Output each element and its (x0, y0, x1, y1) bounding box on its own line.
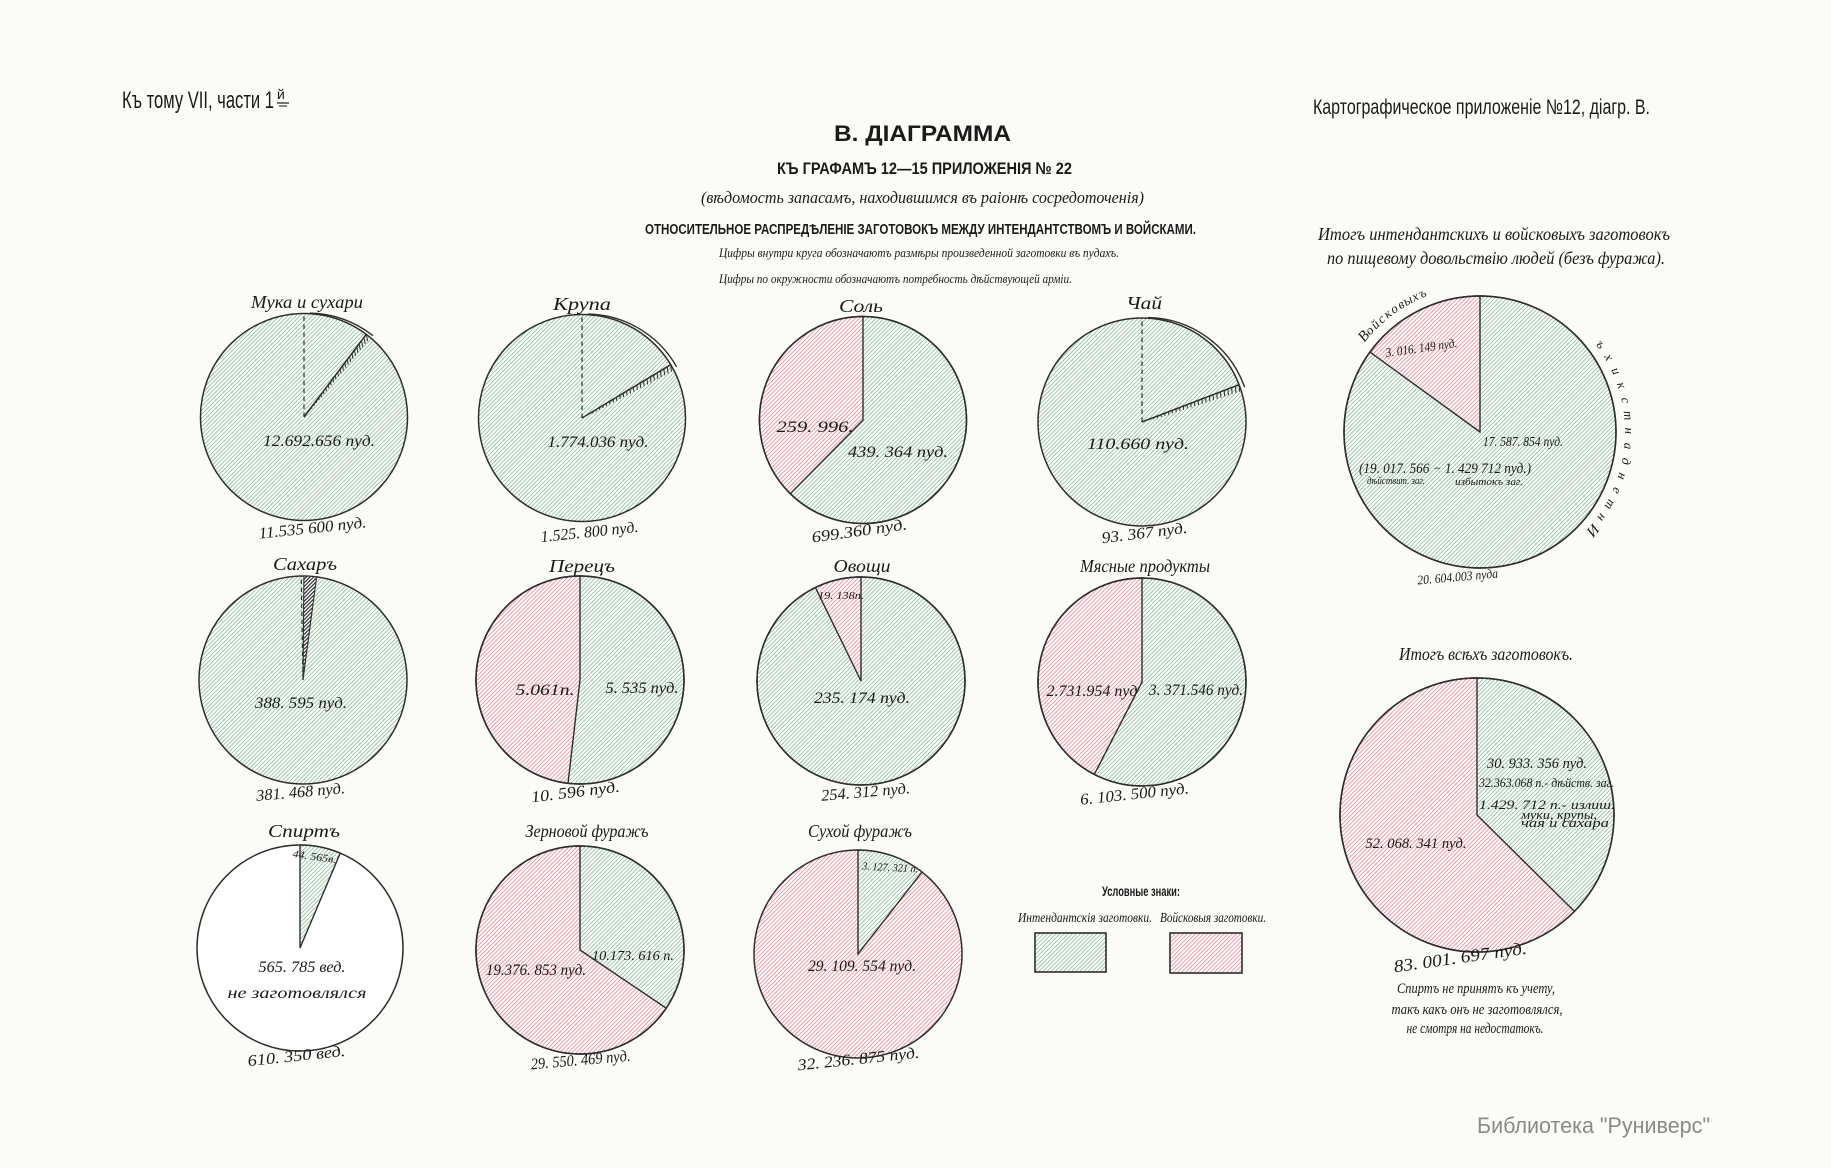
svg-text:Итогъ всѣхъ заготовокъ.: Итогъ всѣхъ заготовокъ. (1398, 644, 1573, 664)
svg-text:муки, крупы,: муки, крупы, (1520, 808, 1597, 822)
svg-text:439. 364 пуд.: 439. 364 пуд. (848, 444, 948, 461)
svg-text:Мука и сухари: Мука и сухари (250, 292, 363, 312)
svg-text:19. 138п.: 19. 138п. (818, 590, 864, 602)
svg-text:3. 371.546 пуд.: 3. 371.546 пуд. (1148, 682, 1243, 699)
svg-text:н: н (1622, 427, 1637, 434)
svg-text:29. 109. 554 пуд.: 29. 109. 554 пуд. (808, 958, 916, 975)
svg-text:259. 996.: 259. 996. (777, 419, 854, 436)
svg-text:1.429. 712 п.- излиш.: 1.429. 712 п.- излиш. (1479, 797, 1615, 812)
svg-text:Чай: Чай (1126, 293, 1162, 313)
svg-text:Спиртъ не принятъ къ учету,: Спиртъ не принятъ къ учету, (1397, 981, 1555, 997)
svg-text:52. 068. 341 пуд.: 52. 068. 341 пуд. (1366, 836, 1467, 852)
svg-text:235. 174 пуд.: 235. 174 пуд. (814, 690, 910, 707)
svg-text:Спиртъ: Спиртъ (268, 821, 340, 841)
svg-text:32.363.068 п.- дѣйств. заг.: 32.363.068 п.- дѣйств. заг. (1478, 775, 1614, 790)
svg-text:Мясные продукты: Мясные продукты (1079, 556, 1210, 576)
svg-text:Сухой фуражъ: Сухой фуражъ (808, 821, 912, 841)
svg-text:Библиотека "Руниверс": Библиотека "Руниверс" (1477, 1113, 1710, 1138)
svg-text:по пищевому довольствію людей: по пищевому довольствію людей (безъ фура… (1327, 248, 1665, 269)
svg-text:Къ тому VII, части 1: Къ тому VII, части 1 (122, 87, 274, 114)
svg-text:Цифры внутри круга обозначаютъ: Цифры внутри круга обозначаютъ размѣры п… (718, 245, 1119, 260)
svg-text:т: т (1621, 410, 1637, 421)
svg-text:Цифры по окружности обозначают: Цифры по окружности обозначаютъ потребно… (718, 271, 1072, 286)
svg-text:В. ДІАГРАММА: В. ДІАГРАММА (834, 121, 1011, 146)
svg-text:ОТНОСИТЕЛЬНОЕ РАСПРЕДѢЛЕНІЕ ЗА: ОТНОСИТЕЛЬНОЕ РАСПРЕДѢЛЕНІЕ ЗАГОТОВОКЪ М… (645, 220, 1196, 238)
svg-text:(19. 017. 566 − 1. 429 712 п: (19. 017. 566 − 1. 429 712 пуд.) (1359, 461, 1531, 477)
svg-text:к: к (1614, 380, 1630, 391)
svg-text:17. 587. 854 пуд.: 17. 587. 854 пуд. (1483, 435, 1563, 450)
svg-text:е: е (1609, 485, 1625, 496)
svg-text:Картографическое приложеніе №1: Картографическое приложеніе №12, діагр. … (1313, 96, 1650, 119)
svg-text:2.731.954 пуд: 2.731.954 пуд (1047, 683, 1138, 700)
svg-text:12.692.656 пуд.: 12.692.656 пуд. (263, 433, 375, 450)
svg-text:565. 785 вед.: 565. 785 вед. (259, 959, 346, 976)
svg-text:Крупа: Крупа (552, 294, 612, 314)
svg-text:Перецъ: Перецъ (548, 556, 615, 576)
svg-text:н: н (1615, 471, 1631, 482)
svg-text:Зерновой фуражъ: Зерновой фуражъ (526, 821, 649, 841)
svg-text:3. 127. 321 п.: 3. 127. 321 п. (861, 860, 918, 875)
svg-text:Овощи: Овощи (834, 556, 891, 576)
svg-text:Войсковыя заготовки.: Войсковыя заготовки. (1160, 910, 1266, 925)
svg-text:5. 535 пуд.: 5. 535 пуд. (606, 680, 679, 697)
svg-text:20. 604.003 пуда: 20. 604.003 пуда (1417, 565, 1499, 587)
svg-text:Сахаръ: Сахаръ (273, 554, 337, 574)
svg-text:Условные знаки:: Условные знаки: (1102, 883, 1180, 899)
svg-text:10.173. 616 п.: 10.173. 616 п. (592, 949, 674, 964)
svg-text:5.061п.: 5.061п. (516, 682, 575, 699)
svg-text:с: с (1618, 396, 1634, 405)
svg-text:(вѣдомость запасамъ, находивши: (вѣдомость запасамъ, находившимся въ раі… (701, 188, 1144, 207)
svg-text:1.774.036 пуд.: 1.774.036 пуд. (548, 434, 649, 451)
svg-text:КЪ ГРАФАМЪ 12—15 ПРИЛОЖЕНІЯ №: КЪ ГРАФАМЪ 12—15 ПРИЛОЖЕНІЯ № 22 (777, 159, 1072, 178)
svg-text:чая и сахара: чая и сахара (1521, 816, 1609, 830)
svg-text:не смотря на недостатокъ.: не смотря на недостатокъ. (1407, 1021, 1544, 1037)
svg-text:Соль: Соль (839, 296, 883, 316)
svg-text:19.376. 853 пуд.: 19.376. 853 пуд. (486, 962, 586, 979)
svg-text:Интендантскія заготовки.: Интендантскія заготовки. (1017, 910, 1152, 925)
svg-text:дѣйствит. заг.: дѣйствит. заг. (1367, 476, 1425, 487)
svg-text:не заготовлялся: не заготовлялся (228, 985, 367, 1002)
svg-text:а: а (1621, 442, 1637, 450)
svg-text:избытокъ заг.: избытокъ заг. (1455, 477, 1523, 488)
svg-text:й: й (277, 86, 285, 102)
svg-text:110.660 пуд.: 110.660 пуд. (1087, 436, 1189, 453)
svg-text:такъ какъ онъ не заготовлялся,: такъ какъ онъ не заготовлялся, (1392, 1002, 1563, 1018)
svg-text:30. 933. 356 пуд.: 30. 933. 356 пуд. (1486, 756, 1587, 772)
svg-text:388. 595 пуд.: 388. 595 пуд. (254, 695, 347, 712)
svg-text:д: д (1618, 457, 1634, 467)
svg-text:Итогъ интендантскихъ и войсков: Итогъ интендантскихъ и войсковыхъ загото… (1317, 224, 1670, 244)
